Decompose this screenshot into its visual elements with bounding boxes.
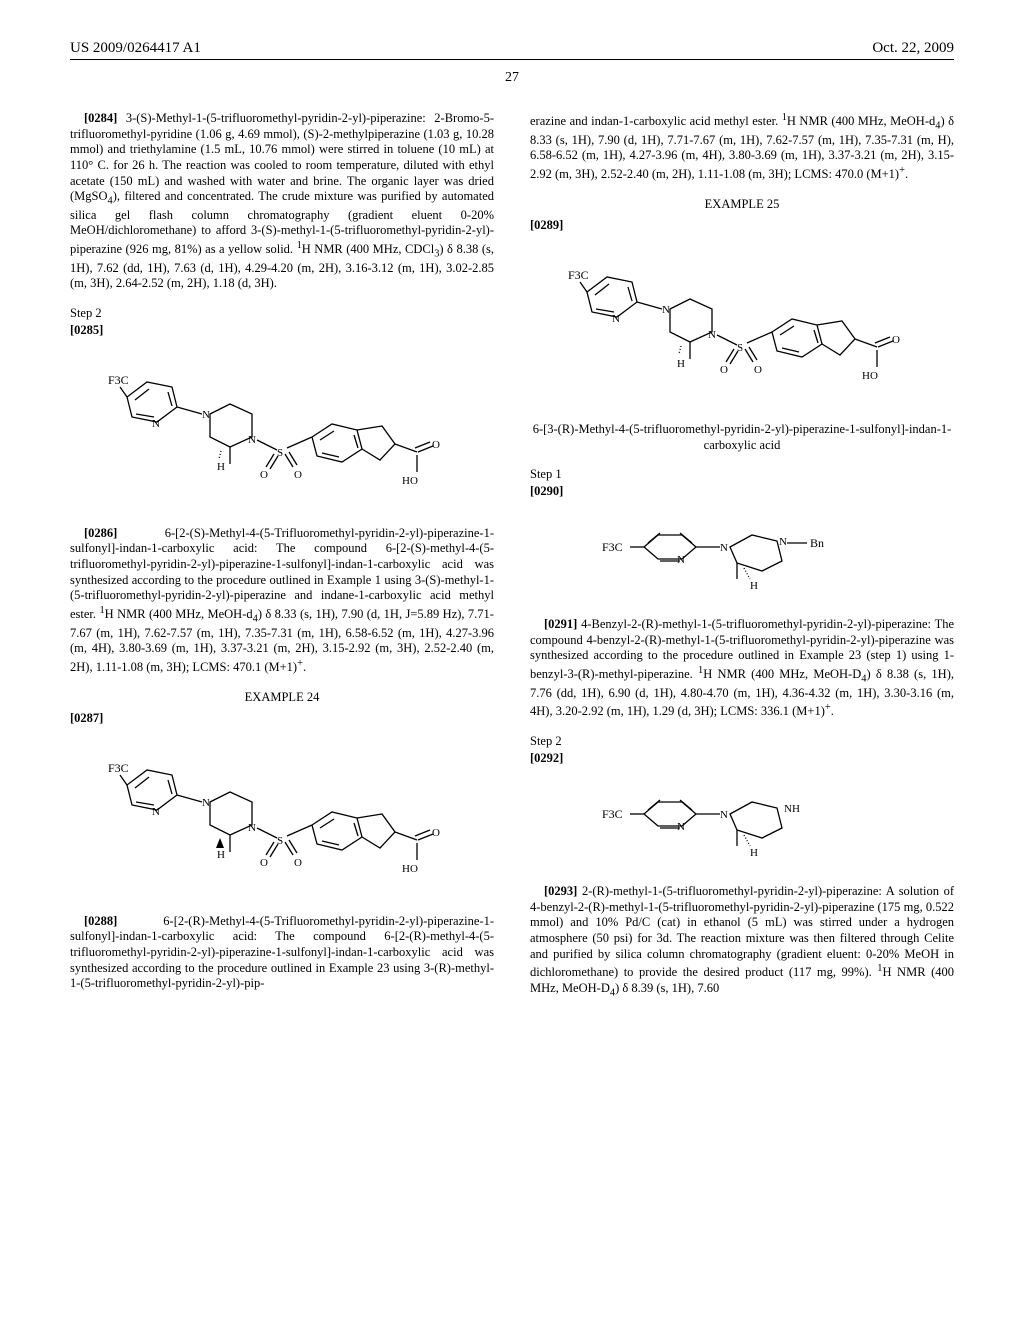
paragraph-0288: [0288] 6-[2-(R)-Methyl-4-(5-Trifluoromet… [70,914,494,992]
ref-num: [0290] [530,484,563,498]
svg-text:NH: NH [784,803,800,815]
svg-text:N: N [152,806,160,818]
paragraph-0291: [0291] 4-Benzyl-2-(R)-methyl-1-(5-triflu… [530,617,954,720]
svg-text:O: O [432,439,440,451]
svg-text:H: H [750,847,758,859]
step-label: Step 1 [530,467,954,482]
svg-text:N: N [677,554,685,566]
chemical-structure-1: F3C N N N H S O O [102,352,462,512]
svg-text:N: N [248,822,256,834]
svg-text:HO: HO [862,370,878,382]
ref-num: [0287] [70,711,103,725]
svg-text:N: N [152,418,160,430]
para-text: H NMR (400 MHz, MeOH-D [703,667,861,681]
svg-text:N: N [677,821,685,833]
page-number: 27 [70,70,954,86]
svg-text:N: N [720,809,728,821]
svg-text:F3C: F3C [602,807,623,821]
chemical-structure-3: F3C N N N H S O O O HO [562,247,922,407]
para-text: 6-[2-(R)-Methyl-4-(5-Trifluoromethyl-pyr… [70,914,494,991]
svg-text:N: N [779,536,787,548]
ref-num: [0293] [544,884,577,898]
para-text: H NMR (400 MHz, MeOH-d [105,607,253,621]
chemical-structure-4: F3C N N N Bn H [582,513,902,603]
compound-name: 6-[3-(R)-Methyl-4-(5-trifluoromethyl-pyr… [530,421,954,454]
two-column-layout: [0284] 3-(S)-Methyl-1-(5-trifluoromethyl… [70,111,954,1008]
svg-text:F3C: F3C [602,540,623,554]
step-label: Step 2 [70,306,494,321]
svg-text:N: N [202,797,210,809]
svg-text:N: N [720,542,728,554]
chemical-structure-5: F3C N N NH H [582,780,902,870]
example-label: EXAMPLE 25 [530,197,954,212]
svg-text:H: H [677,358,685,370]
svg-text:H: H [217,461,225,473]
svg-text:O: O [294,857,302,869]
publication-date: Oct. 22, 2009 [872,40,954,57]
svg-text:F3C: F3C [108,761,129,775]
svg-text:N: N [662,304,670,316]
svg-text:Bn: Bn [810,536,824,550]
ref-num: [0284] [84,111,117,125]
step-label: Step 2 [530,734,954,749]
sup: + [297,658,303,669]
svg-text:F3C: F3C [108,373,129,387]
paragraph-0289: [0289] [530,218,954,233]
svg-text:O: O [260,469,268,481]
svg-text:O: O [294,469,302,481]
paragraph-0293: [0293] 2-(R)-methyl-1-(5-trifluoromethyl… [530,884,954,999]
para-text: ) δ 8.39 (s, 1H), 7.60 [615,981,719,995]
ref-num: [0288] [84,914,117,928]
sup: + [899,165,905,176]
paragraph-0285: [0285] [70,323,494,338]
publication-id: US 2009/0264417 A1 [70,40,201,57]
svg-text:H: H [217,849,225,861]
chemical-structure-2: F3C N N N H S O O O HO [102,740,462,900]
svg-text:N: N [708,329,716,341]
paragraph-0286: [0286] 6-[2-(S)-Methyl-4-(5-Trifluoromet… [70,526,494,676]
svg-text:O: O [754,364,762,376]
svg-text:H: H [750,580,758,592]
para-text: erazine and indan-1-carboxylic acid meth… [530,114,782,128]
svg-text:O: O [432,827,440,839]
ref-num: [0286] [84,526,117,540]
example-label: EXAMPLE 24 [70,690,494,705]
svg-text:HO: HO [402,475,418,487]
svg-text:O: O [892,334,900,346]
svg-text:O: O [720,364,728,376]
ref-num: [0291] [544,617,577,631]
para-text: H NMR (400 MHz, MeOH-d [787,114,935,128]
svg-text:HO: HO [402,863,418,875]
right-column: erazine and indan-1-carboxylic acid meth… [530,111,954,1008]
sup: + [825,702,831,713]
svg-text:N: N [612,313,620,325]
paragraph-continued: erazine and indan-1-carboxylic acid meth… [530,111,954,183]
ref-num: [0285] [70,323,103,337]
paragraph-0287: [0287] [70,711,494,726]
svg-text:N: N [248,434,256,446]
page-header: US 2009/0264417 A1 Oct. 22, 2009 [70,40,954,60]
ref-num: [0292] [530,751,563,765]
paragraph-0284: [0284] 3-(S)-Methyl-1-(5-trifluoromethyl… [70,111,494,292]
ref-num: [0289] [530,218,563,232]
svg-text:O: O [260,857,268,869]
paragraph-0290: [0290] [530,484,954,499]
paragraph-0292: [0292] [530,751,954,766]
left-column: [0284] 3-(S)-Methyl-1-(5-trifluoromethyl… [70,111,494,1008]
para-text: H NMR (400 MHz, CDCl [302,242,434,256]
svg-text:F3C: F3C [568,268,589,282]
svg-text:N: N [202,409,210,421]
